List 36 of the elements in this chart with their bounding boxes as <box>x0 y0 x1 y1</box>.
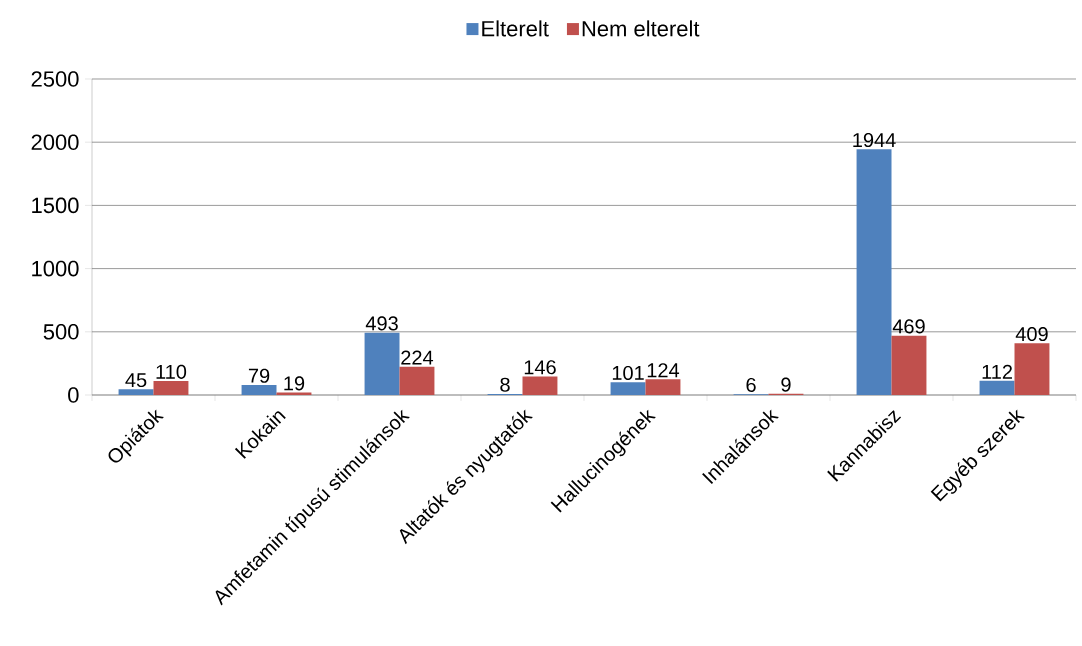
data-label: 79 <box>248 368 270 383</box>
data-label: 124 <box>647 363 680 378</box>
data-label: 1944 <box>853 132 896 148</box>
y-tick-label: 2000 <box>31 134 79 150</box>
y-tick-label: 2500 <box>31 71 79 87</box>
y-tick-label: 1000 <box>32 260 79 277</box>
bar <box>241 385 277 395</box>
data-label: 409 <box>1015 326 1048 342</box>
y-tick-label: 500 <box>43 324 79 340</box>
data-label: 224 <box>401 350 434 365</box>
data-label: 19 <box>284 376 305 391</box>
data-label: 101 <box>612 365 644 381</box>
bar <box>979 380 1015 395</box>
data-label: 112 <box>982 364 1012 379</box>
data-label: 146 <box>524 360 556 375</box>
legend-label: Nem elterelt <box>582 20 700 37</box>
bar <box>153 381 189 395</box>
data-label: 9 <box>781 377 791 392</box>
data-label: 6 <box>746 377 756 393</box>
bar <box>891 335 927 395</box>
data-label: 8 <box>500 377 510 392</box>
bar <box>522 376 558 395</box>
data-label: 110 <box>156 364 187 379</box>
bar <box>364 332 400 395</box>
bar <box>645 379 681 395</box>
bar <box>1014 343 1050 395</box>
bar <box>399 366 435 395</box>
y-tick-label: 1500 <box>32 197 79 214</box>
y-tick-label: 0 <box>68 387 79 403</box>
bar <box>610 382 646 395</box>
bar <box>118 389 154 395</box>
data-label: 493 <box>365 316 398 331</box>
legend-label: Elterelt <box>482 20 549 37</box>
data-label: 45 <box>125 373 147 388</box>
bar <box>856 149 892 395</box>
data-label: 469 <box>892 319 925 334</box>
